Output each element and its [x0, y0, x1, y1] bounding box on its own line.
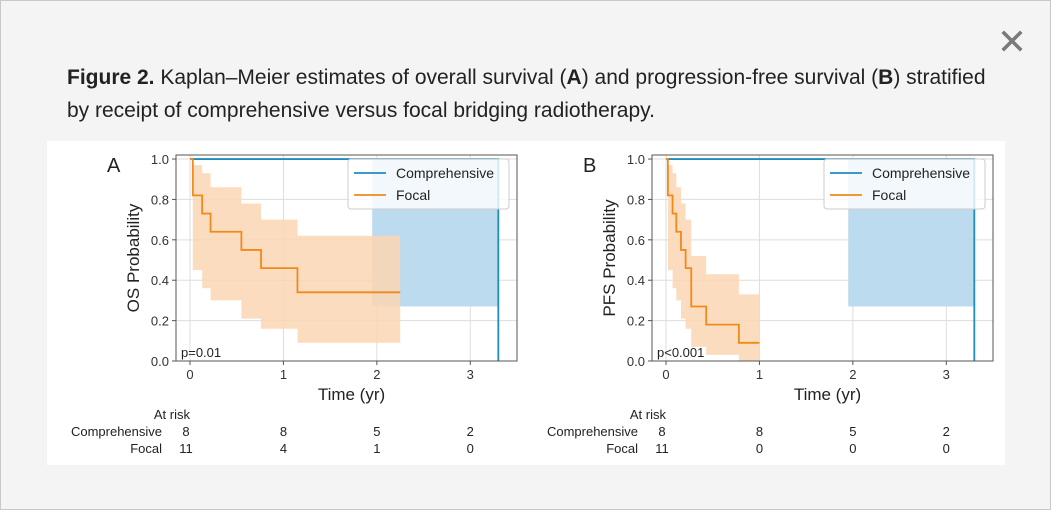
x-tick-label: 1 — [756, 367, 763, 382]
y-tick-label: 0.4 — [627, 273, 645, 288]
at-risk-count: 5 — [373, 424, 380, 439]
at-risk-count: 11 — [655, 441, 669, 456]
km-line-focal — [666, 158, 760, 344]
caption-text-a: Kaplan–Meier estimates of overall surviv… — [154, 66, 567, 89]
at-risk-count: 8 — [756, 424, 763, 439]
plot-frame — [175, 154, 518, 362]
caption-letter-b: B — [878, 66, 894, 89]
at-risk-count: 8 — [658, 424, 665, 439]
y-tick-label: 0.4 — [151, 273, 169, 288]
y-axis-label: PFS Probability — [600, 199, 619, 317]
legend-box — [823, 158, 986, 210]
x-tick-label: 2 — [849, 367, 856, 382]
at-risk-title: At risk — [154, 407, 191, 422]
at-risk-count: 0 — [467, 441, 474, 456]
legend-label-comprehensive: Comprehensive — [396, 165, 494, 181]
at-risk-count: 2 — [943, 424, 950, 439]
at-risk-count: 0 — [943, 441, 950, 456]
y-tick-label: 0.6 — [151, 233, 169, 248]
x-tick-label: 2 — [373, 367, 380, 382]
close-icon — [1001, 30, 1023, 52]
caption-text-b: ) and progression-free survival ( — [581, 66, 879, 89]
legend-label-focal: Focal — [872, 187, 906, 203]
ci-band-focal — [190, 159, 401, 343]
y-tick-label: 0.8 — [151, 192, 169, 207]
at-risk-count: 0 — [849, 441, 856, 456]
close-button[interactable] — [996, 25, 1028, 57]
y-tick-label: 0.2 — [151, 314, 169, 329]
at-risk-count: 2 — [467, 424, 474, 439]
at-risk-count: 1 — [373, 441, 380, 456]
kaplan-meier-figure: 0.0 0.2 0.4 0.6 0.8 1.0 0 1 2 3 Time (yr) OS Probab… — [71, 152, 994, 456]
at-risk-title: At risk — [630, 407, 667, 422]
x-tick-label: 3 — [467, 367, 474, 382]
y-tick-label: 0.2 — [627, 314, 645, 329]
x-axis-label: Time (yr) — [318, 385, 385, 404]
at-risk-count: 8 — [182, 424, 189, 439]
figure-label: Figure 2. — [67, 66, 155, 89]
at-risk-count: 4 — [280, 441, 287, 456]
plot-frame — [651, 154, 994, 362]
y-tick-label: 0.0 — [151, 354, 169, 369]
x-tick-label: 3 — [943, 367, 950, 382]
y-tick-label: 0.6 — [627, 233, 645, 248]
panel-letter: B — [583, 155, 596, 177]
at-risk-row-label: Focal — [130, 441, 162, 456]
x-tick-label: 0 — [662, 367, 669, 382]
y-tick-label: 1.0 — [627, 152, 645, 167]
at-risk-count: 0 — [756, 441, 763, 456]
at-risk-count: 11 — [179, 441, 193, 456]
y-axis-label: OS Probability — [124, 203, 143, 312]
km-line-focal — [190, 158, 401, 294]
caption-letter-a: A — [566, 66, 582, 89]
ci-band-focal — [666, 159, 760, 361]
x-tick-label: 1 — [280, 367, 287, 382]
at-risk-row-label: Focal — [606, 441, 638, 456]
at-risk-row-label: Comprehensive — [71, 424, 162, 439]
legend-label-comprehensive: Comprehensive — [872, 165, 970, 181]
caption-text-c: ) stratified by receipt of comprehensive… — [67, 66, 986, 122]
legend-box — [347, 158, 510, 210]
at-risk-count: 8 — [280, 424, 287, 439]
km-panel-b: 0.0 0.2 0.4 0.6 0.8 1.0 0 1 2 3 Time (yr) PFS Proba… — [547, 152, 994, 456]
figure-caption: Figure 2. Kaplan–Meier estimates of over… — [67, 61, 1007, 127]
x-tick-label: 0 — [186, 367, 193, 382]
p-value-label: p<0.001 — [657, 345, 704, 360]
km-panel-a: 0.0 0.2 0.4 0.6 0.8 1.0 0 1 2 3 Time (yr) OS Probab… — [71, 152, 518, 456]
at-risk-row-label: Comprehensive — [547, 424, 638, 439]
y-tick-label: 0.0 — [627, 354, 645, 369]
y-tick-label: 1.0 — [151, 152, 169, 167]
x-axis-label: Time (yr) — [794, 385, 861, 404]
panel-letter: A — [107, 155, 121, 177]
at-risk-count: 5 — [849, 424, 856, 439]
y-tick-label: 0.8 — [627, 192, 645, 207]
figure-image: 0.0 0.2 0.4 0.6 0.8 1.0 0 1 2 3 Time (yr) OS Probab… — [47, 141, 1005, 465]
legend-label-focal: Focal — [396, 187, 430, 203]
p-value-label: p=0.01 — [181, 345, 221, 360]
